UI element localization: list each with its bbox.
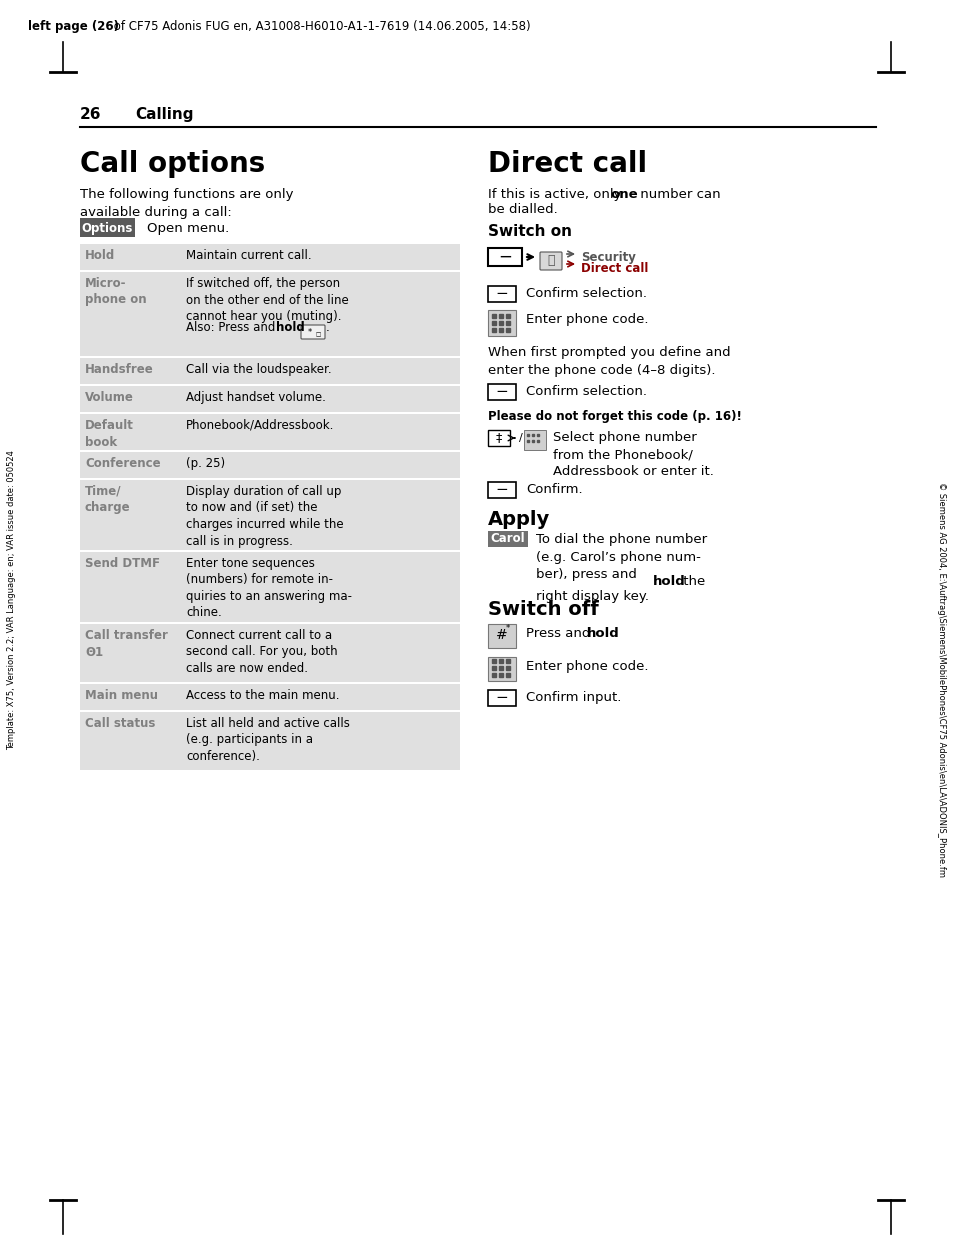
Text: To dial the phone number
(e.g. Carol’s phone num-
ber), press and: To dial the phone number (e.g. Carol’s p… <box>536 533 706 581</box>
Text: Call status: Call status <box>85 716 155 730</box>
Text: Switch off: Switch off <box>488 601 598 619</box>
Text: Send DTMF: Send DTMF <box>85 557 160 569</box>
Text: hold: hold <box>586 627 619 640</box>
Text: one: one <box>609 188 637 201</box>
Text: Conference: Conference <box>85 457 160 470</box>
Text: When first prompted you define and
enter the phone code (4–8 digits).: When first prompted you define and enter… <box>488 346 730 378</box>
Text: Security: Security <box>580 250 636 264</box>
Bar <box>488 310 516 336</box>
Text: Maintain current call.: Maintain current call. <box>186 249 312 262</box>
Bar <box>488 248 521 265</box>
Text: Phonebook/Addressbook.: Phonebook/Addressbook. <box>186 419 334 432</box>
Bar <box>80 684 459 710</box>
Text: −: − <box>496 287 508 302</box>
Text: Apply: Apply <box>488 510 550 530</box>
Bar <box>488 430 510 446</box>
Text: Also: Press and: Also: Press and <box>186 321 279 334</box>
Text: Call transfer
Θ1: Call transfer Θ1 <box>85 629 168 658</box>
Text: Please do not forget this code (p. 16)!: Please do not forget this code (p. 16)! <box>488 410 741 422</box>
Bar <box>80 218 135 237</box>
Text: Micro-
phone on: Micro- phone on <box>85 277 147 307</box>
Text: Confirm input.: Confirm input. <box>525 692 620 704</box>
Text: (p. 25): (p. 25) <box>186 457 225 470</box>
Text: Display duration of call up
to now and (if set) the
charges incurred while the
c: Display duration of call up to now and (… <box>186 485 343 547</box>
Text: /: / <box>518 434 522 444</box>
Bar <box>80 624 459 682</box>
Bar <box>80 386 459 412</box>
Text: #: # <box>496 628 507 642</box>
Text: Direct call: Direct call <box>580 262 648 275</box>
Text: of CF75 Adonis FUG en, A31008-H6010-A1-1-7619 (14.06.2005, 14:58): of CF75 Adonis FUG en, A31008-H6010-A1-1… <box>110 20 530 32</box>
Bar <box>488 482 516 498</box>
Text: Time/
charge: Time/ charge <box>85 485 131 515</box>
Bar <box>488 531 527 547</box>
Text: right display key.: right display key. <box>536 591 648 603</box>
Text: Switch on: Switch on <box>488 224 572 239</box>
Bar <box>80 552 459 622</box>
Text: number can: number can <box>636 188 720 201</box>
Bar <box>80 358 459 384</box>
FancyBboxPatch shape <box>301 325 325 339</box>
Text: Hold: Hold <box>85 249 115 262</box>
Bar <box>80 711 459 770</box>
Text: Volume: Volume <box>85 391 133 404</box>
Text: Template: X75, Version 2.2; VAR Language: en; VAR issue date: 050524: Template: X75, Version 2.2; VAR Language… <box>8 450 16 750</box>
Text: 26: 26 <box>80 107 101 122</box>
Text: Enter tone sequences
(numbers) for remote in-
quiries to an answering ma-
chine.: Enter tone sequences (numbers) for remot… <box>186 557 352 619</box>
Text: List all held and active calls
(e.g. participants in a
conference).: List all held and active calls (e.g. par… <box>186 716 350 763</box>
Text: If switched off, the person
on the other end of the line
cannot hear you (muting: If switched off, the person on the other… <box>186 277 349 323</box>
Text: Confirm.: Confirm. <box>525 483 582 496</box>
Text: *: * <box>505 623 510 633</box>
Bar <box>488 287 516 302</box>
Text: *: * <box>308 328 312 336</box>
Text: left page (26): left page (26) <box>28 20 119 32</box>
Text: Calling: Calling <box>135 107 193 122</box>
Text: © Siemens AG 2004, E:\Auftrag\Siemens\MobilePhones\CF75 Adonis\en\LA\ADONIS_Phon: © Siemens AG 2004, E:\Auftrag\Siemens\Mo… <box>937 482 945 877</box>
Bar <box>488 624 516 648</box>
Text: Call via the loudspeaker.: Call via the loudspeaker. <box>186 363 332 376</box>
Text: be dialled.: be dialled. <box>488 203 558 216</box>
Text: Select phone number
from the Phonebook/
Addressbook or enter it.: Select phone number from the Phonebook/ … <box>553 431 713 478</box>
Text: Connect current call to a
second call. For you, both
calls are now ended.: Connect current call to a second call. F… <box>186 629 337 675</box>
FancyBboxPatch shape <box>539 252 561 270</box>
Text: Press and: Press and <box>525 627 594 640</box>
Text: Handsfree: Handsfree <box>85 363 153 376</box>
Text: Open menu.: Open menu. <box>147 222 229 235</box>
Text: Access to the main menu.: Access to the main menu. <box>186 689 339 701</box>
Bar <box>488 690 516 706</box>
Text: The following functions are only
available during a call:: The following functions are only availab… <box>80 188 294 219</box>
Bar <box>523 430 545 450</box>
Bar <box>80 452 459 478</box>
Text: −: − <box>496 690 508 705</box>
Text: Direct call: Direct call <box>488 150 646 178</box>
Text: ‡: ‡ <box>496 431 501 445</box>
Text: hold: hold <box>652 574 685 588</box>
Text: □: □ <box>315 333 320 338</box>
Text: Call options: Call options <box>80 150 265 178</box>
Bar <box>488 384 516 400</box>
Text: Default
book: Default book <box>85 419 133 449</box>
Bar <box>488 657 516 682</box>
Text: Confirm selection.: Confirm selection. <box>525 287 646 300</box>
Text: .: . <box>614 627 618 640</box>
Text: the: the <box>679 574 704 588</box>
Text: Adjust handset volume.: Adjust handset volume. <box>186 391 326 404</box>
Bar <box>80 244 459 270</box>
Text: .: . <box>326 321 330 334</box>
Text: Main menu: Main menu <box>85 689 158 701</box>
Text: −: − <box>496 482 508 497</box>
Text: Enter phone code.: Enter phone code. <box>525 660 648 673</box>
Text: Options: Options <box>82 222 133 235</box>
Text: If this is active, only: If this is active, only <box>488 188 625 201</box>
Text: Carol: Carol <box>490 532 525 546</box>
Bar <box>80 414 459 450</box>
Bar <box>80 480 459 549</box>
Text: hold: hold <box>275 321 304 334</box>
Text: ⚿: ⚿ <box>547 254 554 268</box>
Text: Confirm selection.: Confirm selection. <box>525 385 646 397</box>
Bar <box>80 272 459 356</box>
Text: −: − <box>496 385 508 400</box>
Text: −: − <box>497 248 512 265</box>
Text: Enter phone code.: Enter phone code. <box>525 313 648 326</box>
